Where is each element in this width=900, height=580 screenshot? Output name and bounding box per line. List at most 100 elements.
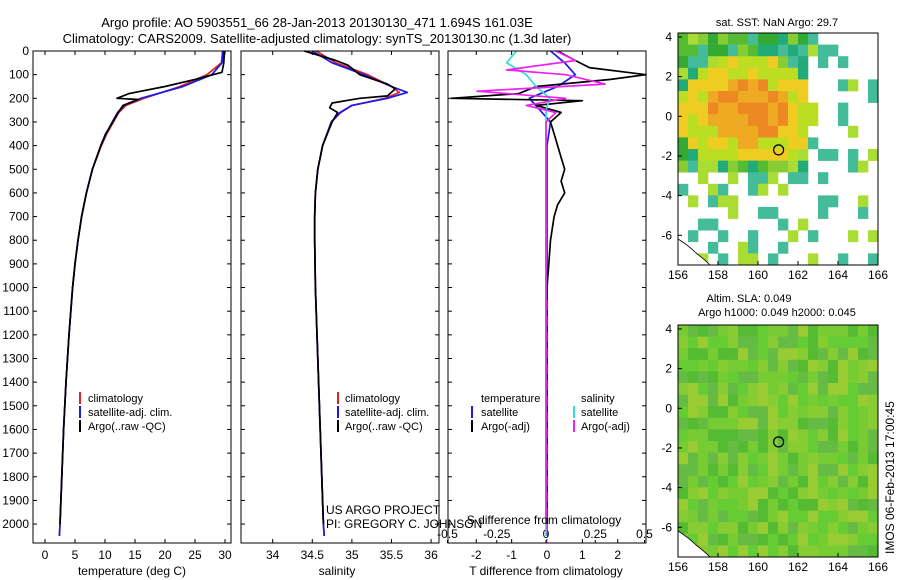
map-cell — [718, 114, 729, 127]
map-y-tick-label: -2 — [661, 149, 672, 163]
map-cell — [818, 406, 829, 419]
map-cell — [728, 522, 739, 535]
map-cell — [678, 510, 689, 523]
map-cell — [778, 475, 789, 488]
map-cell — [858, 394, 869, 407]
map-cell — [688, 230, 699, 243]
map-cell — [758, 359, 769, 372]
x-tick-label: 0 — [42, 548, 49, 562]
series-line-t-satellite — [528, 50, 577, 536]
map-cell — [738, 125, 749, 138]
map-cell — [788, 406, 799, 419]
map-cell — [718, 359, 729, 372]
map-cell — [778, 348, 789, 361]
map-cell — [838, 336, 849, 349]
map-cell — [748, 533, 759, 546]
map-cell — [848, 230, 859, 243]
credit-project: US ARGO PROJECT — [326, 503, 441, 517]
map-cell — [748, 241, 759, 254]
coastline — [677, 238, 711, 266]
map-cell — [788, 359, 799, 372]
map-cell — [738, 44, 749, 57]
map-cell — [818, 172, 829, 185]
map-cell — [798, 137, 809, 150]
map-x-tick-label: 158 — [708, 268, 728, 282]
map-cell — [748, 452, 759, 465]
map-cell — [788, 499, 799, 511]
map-cell — [778, 359, 789, 372]
map-cell — [738, 359, 749, 372]
map-y-tick-label: 2 — [665, 362, 672, 376]
map-cell — [748, 44, 759, 57]
map-cell — [798, 522, 809, 535]
map-cell — [728, 406, 739, 419]
map-cell — [818, 348, 829, 361]
map-cell — [748, 522, 759, 535]
map-cell — [728, 336, 739, 349]
map-cell — [728, 102, 739, 115]
map-cell — [728, 33, 739, 45]
map-cell — [818, 149, 829, 161]
map-cell — [698, 359, 709, 372]
x-tick-label: 20 — [158, 548, 172, 562]
map-cell — [728, 137, 739, 150]
map-cell — [798, 429, 809, 442]
map-cell — [718, 79, 729, 92]
map-cell — [838, 406, 849, 419]
map-cell — [778, 149, 789, 161]
map-cell — [718, 149, 729, 161]
map-cell — [798, 510, 809, 523]
map-cell — [758, 44, 769, 57]
map-cell — [738, 429, 749, 442]
depth-tick-label: 1100 — [3, 304, 29, 318]
map-cell — [808, 429, 819, 442]
map-cell — [758, 33, 769, 45]
map-cell — [848, 160, 859, 173]
map-cell — [848, 487, 859, 500]
sla-map: Altim. SLA: 0.049 Argo h1000: 0.049 h200… — [661, 293, 888, 574]
depth-tick-label: 800 — [9, 233, 29, 247]
map-cell — [708, 160, 719, 173]
map-cell — [788, 325, 799, 337]
map-cell — [848, 522, 859, 535]
map-cell — [728, 91, 739, 103]
map-cell — [798, 441, 809, 453]
x-tick-label: -2 — [471, 548, 482, 562]
map-cell — [818, 499, 829, 511]
map-cell — [838, 510, 849, 523]
map-cell — [858, 195, 869, 208]
map-cell — [718, 195, 729, 208]
map-cell — [788, 79, 799, 92]
map-cell — [838, 545, 849, 558]
map-cell — [698, 522, 709, 535]
map-cell — [678, 522, 689, 535]
map-cell — [828, 149, 839, 161]
map-cell — [738, 67, 749, 80]
map-cell — [728, 348, 739, 361]
map-cell — [778, 441, 789, 453]
map-cell — [738, 253, 749, 266]
map-cell — [848, 452, 859, 465]
map-cell — [788, 91, 799, 103]
map-cell — [798, 487, 809, 500]
map-cell — [858, 429, 869, 442]
map-cell — [838, 114, 849, 127]
map-x-tick-label: 162 — [788, 268, 808, 282]
map-x-tick-label: 164 — [828, 560, 848, 574]
map-cell — [768, 499, 779, 511]
map-cell — [768, 253, 779, 266]
map-cell — [818, 545, 829, 558]
map-cell — [758, 487, 769, 500]
map-cell — [838, 253, 849, 266]
map-cell — [718, 336, 729, 349]
map-cell — [828, 510, 839, 523]
map-cell — [698, 33, 709, 45]
map-cell — [748, 79, 759, 92]
map-y-tick-label: 4 — [665, 322, 672, 336]
map-cell — [758, 522, 769, 535]
map-cell — [678, 114, 689, 127]
map-x-tick-label: 164 — [828, 268, 848, 282]
s-tick-label: 0.25 — [584, 527, 608, 541]
map-cell — [718, 348, 729, 361]
map-cell — [718, 394, 729, 407]
